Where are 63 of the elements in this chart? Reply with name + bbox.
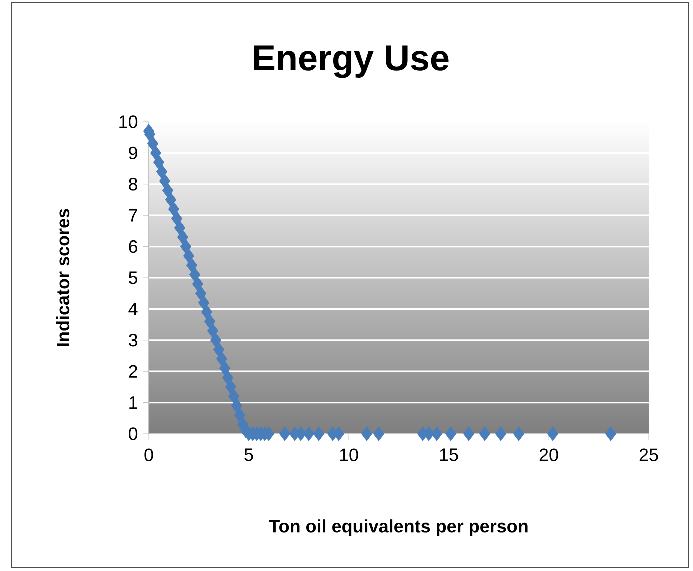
point [147, 136, 159, 152]
point [153, 155, 165, 170]
point [216, 352, 228, 366]
point [201, 305, 213, 320]
point [445, 426, 457, 442]
x-tick-label: 20 [540, 448, 558, 462]
y-tick-label: 0 [128, 428, 138, 440]
point [156, 164, 168, 180]
point [279, 426, 291, 442]
point [180, 240, 192, 254]
point [150, 146, 162, 160]
point [168, 202, 180, 217]
point [198, 296, 210, 310]
x-tick-label: 10 [340, 448, 358, 462]
point [195, 286, 207, 301]
x-tick-label: 25 [640, 448, 658, 462]
point [162, 183, 174, 198]
point [361, 426, 373, 442]
y-tick-label: 2 [129, 365, 138, 378]
y-axis-title: Indicator scores [56, 209, 70, 346]
x-tick-label: 0 [144, 448, 154, 462]
point [192, 276, 204, 292]
point [431, 426, 443, 442]
point [159, 174, 171, 189]
point [171, 211, 183, 226]
point [373, 426, 385, 442]
point [183, 248, 195, 264]
y-tick-label: 7 [129, 209, 138, 222]
point [547, 426, 559, 442]
y-tick-label: 1 [130, 396, 138, 409]
y-tick-label: 5 [128, 272, 138, 284]
y-tick-label: 3 [128, 334, 138, 347]
point [513, 426, 525, 442]
y-tick-label: 9 [129, 146, 138, 160]
y-tick-label: 4 [128, 303, 138, 316]
point [228, 389, 240, 404]
point [479, 426, 491, 442]
point [177, 230, 189, 245]
point [204, 314, 216, 329]
y-tick-label: 6 [129, 240, 138, 254]
x-axis-title: Ton oil equivalents per person [269, 520, 528, 536]
y-tick-label: 8 [129, 178, 138, 191]
point [219, 361, 231, 376]
point [605, 426, 617, 442]
point [186, 258, 198, 273]
point [210, 333, 222, 348]
point [165, 192, 177, 208]
chart-title: Energy Use [254, 46, 449, 78]
point [207, 324, 219, 338]
point [495, 426, 507, 442]
point [463, 426, 475, 442]
point [225, 380, 237, 394]
point [234, 408, 246, 423]
y-tick-label: 10 [120, 116, 138, 128]
point [213, 342, 225, 358]
point [303, 426, 315, 442]
point [189, 268, 201, 282]
x-tick-label: 15 [440, 448, 458, 462]
point [313, 426, 325, 442]
point [222, 370, 234, 386]
point [231, 398, 243, 414]
x-tick-label: 5 [244, 448, 254, 462]
point [174, 220, 186, 236]
